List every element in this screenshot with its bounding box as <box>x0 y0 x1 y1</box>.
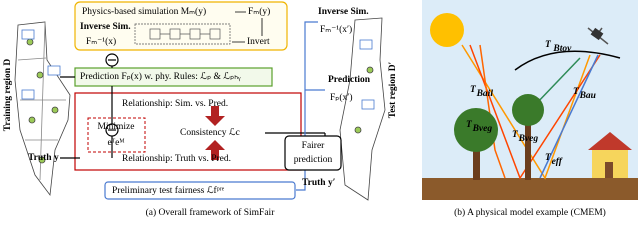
physical-scene-part-part <box>539 54 599 179</box>
physical-scene-part <box>590 27 604 41</box>
simulation-box-part-part <box>134 23 231 45</box>
test-map <box>339 17 386 201</box>
consistency-box-part <box>205 140 225 160</box>
training-map-part <box>28 116 36 124</box>
fairer-box <box>284 135 342 171</box>
symbol-subscript: Bau <box>579 91 596 101</box>
relationship-truth: Relationship: Truth vs. Pred. <box>122 154 231 164</box>
test-inverse-formula: Fₘ⁻¹(x′) <box>320 24 352 35</box>
training-map-part <box>26 38 34 46</box>
simulation-box-part <box>232 11 263 43</box>
test-prediction-formula: Fₚ(x′) <box>330 92 353 103</box>
symbol-label: T <box>545 40 552 50</box>
simulation-box-part <box>74 1 288 51</box>
test-map-part <box>366 66 374 74</box>
physical-scene-part <box>473 140 480 180</box>
physical-scene-part <box>588 132 632 150</box>
simulation-box <box>74 1 288 51</box>
physical-scene-part-part <box>461 44 591 180</box>
test-arrows-part <box>296 21 325 191</box>
physical-scene <box>422 0 638 200</box>
training-map-part <box>38 156 46 164</box>
symbol-label: T <box>470 85 477 95</box>
symbol-label: T <box>545 153 552 163</box>
symbol-subscript: Bveg <box>472 124 493 134</box>
physical-scene-part <box>461 44 601 180</box>
fairer: prediction <box>294 155 333 165</box>
training-map-part <box>21 29 35 40</box>
test-truth: Truth y′ <box>302 178 336 188</box>
figure: Training region D Physics-based simulatio… <box>3 0 638 218</box>
fairer: Fairer <box>302 141 326 151</box>
caption: (b) A physical model example (CMEM) <box>454 207 606 218</box>
training-map-part <box>51 106 59 114</box>
symbol-subscript: Btov <box>552 44 572 54</box>
minimize-formula: eᵀeᴹ <box>107 138 124 148</box>
physical-scene-part <box>422 178 638 200</box>
test-region: Test region D′ <box>388 61 398 118</box>
symbol-label: T <box>573 87 580 97</box>
simulation-label: Physics-based simulation Mₘ(y) <box>82 6 206 17</box>
relationship-sim: Relationship: Sim. vs. Pred. <box>122 99 228 109</box>
consistency-box-part <box>205 106 225 126</box>
arrows-part <box>60 66 113 159</box>
symbol-subscript: eff <box>552 157 563 167</box>
test-inverse-sim: Inverse Sim. <box>318 7 369 17</box>
training-map <box>14 21 71 197</box>
physical-scene-part-part <box>479 44 506 179</box>
symbol-subscript: Bveg <box>518 134 539 144</box>
truth: Truth y <box>28 153 59 163</box>
caption: (a) Overall framework of SimFair <box>146 207 276 218</box>
training-map-part <box>21 89 35 100</box>
minimize: Minimize <box>98 122 135 132</box>
training-map-part <box>14 21 71 197</box>
inverse-formula: Fₘ⁻¹(x) <box>86 36 116 47</box>
physical-scene-part-part <box>534 57 581 106</box>
invert: Invert <box>247 37 270 47</box>
physical-scene-part <box>525 120 531 180</box>
symbol-subscript: Bail <box>476 89 494 99</box>
physical-scene-part <box>430 13 464 47</box>
prediction: Prediction Fₚ(x) w. phy. Rules: ℒₚ & ℒₚₕ… <box>80 71 241 82</box>
physical-scene-part <box>512 94 544 126</box>
simulation-box-part <box>134 23 231 45</box>
inverse-sim: Inverse Sim. <box>80 22 131 32</box>
consistency-box <box>74 92 302 171</box>
physical-scene-part <box>514 50 621 71</box>
test-prediction: Prediction <box>328 75 371 85</box>
fairness-box <box>104 181 296 200</box>
test-map-part <box>359 39 373 50</box>
physical-scene-part <box>605 162 613 178</box>
training-map-part <box>36 71 44 79</box>
consistency-box-part <box>87 117 146 153</box>
training-map-part <box>17 21 66 181</box>
test-map-part <box>339 17 386 201</box>
training-map-part <box>47 65 61 76</box>
fairness: Preliminary test fairness ℒfᵖʳᵉ <box>112 185 225 196</box>
simulation-output: Fₘ(y) <box>248 6 270 17</box>
test-map-part <box>361 99 375 110</box>
consistency: Consistency ℒc <box>180 127 240 138</box>
fairer-box-part <box>284 135 342 171</box>
symbol-label: T <box>512 130 519 140</box>
training-region: Training region D <box>3 59 13 132</box>
test-map-part <box>354 126 362 134</box>
physical-scene-part <box>454 108 498 152</box>
symbol-label: T <box>466 120 473 130</box>
test-arrows <box>296 21 325 191</box>
